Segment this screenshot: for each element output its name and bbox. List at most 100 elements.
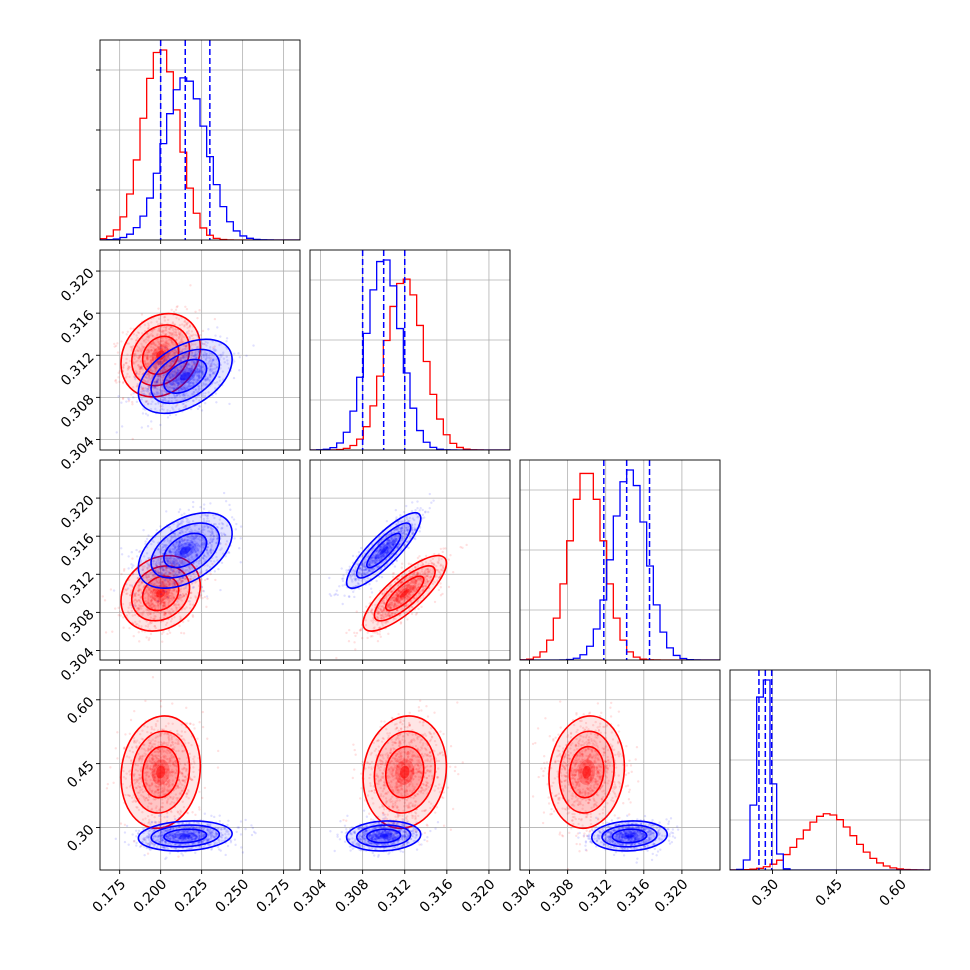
sample-point	[164, 597, 167, 600]
sample-point	[210, 364, 213, 368]
sample-point	[202, 365, 205, 369]
sample-point	[172, 386, 176, 389]
sample-point	[188, 353, 191, 356]
sample-point	[135, 607, 139, 610]
sample-point	[163, 583, 166, 586]
sample-point	[175, 372, 178, 376]
sample-point	[149, 368, 152, 372]
sample-point	[137, 593, 141, 597]
sample-point	[129, 589, 133, 592]
sample-point	[125, 614, 129, 617]
sample-point	[213, 317, 217, 321]
sample-point	[162, 360, 165, 363]
sample-point	[188, 326, 191, 329]
sample-point	[407, 562, 411, 565]
sample-point	[159, 343, 163, 347]
sample-point	[146, 414, 150, 417]
sample-point	[162, 343, 165, 346]
sample-point	[174, 372, 177, 376]
sample-point	[193, 366, 197, 369]
sample-point	[141, 344, 144, 348]
sample-point	[172, 388, 176, 392]
sample-point	[146, 356, 149, 360]
sample-point	[204, 378, 208, 382]
sample-point	[169, 325, 172, 329]
sample-point	[128, 375, 131, 379]
sample-point	[158, 352, 162, 356]
sample-point	[177, 318, 181, 321]
sample-point	[154, 386, 158, 389]
sample-point	[171, 359, 174, 362]
sample-point	[155, 565, 159, 568]
sample-point	[164, 611, 167, 615]
sample-point	[197, 372, 200, 375]
sample-point	[177, 543, 181, 547]
sample-point	[178, 598, 182, 601]
sample-point	[116, 351, 120, 354]
sample-point	[163, 368, 167, 372]
sample-point	[189, 577, 193, 581]
sample-point	[190, 368, 193, 371]
sample-point	[226, 359, 229, 362]
sample-point	[170, 308, 173, 312]
sample-point	[167, 629, 171, 632]
sample-point	[193, 575, 197, 578]
sample-point	[195, 397, 198, 400]
sample-point	[151, 603, 155, 606]
sample-point	[173, 581, 177, 585]
sample-point	[134, 350, 137, 353]
sample-point	[144, 375, 147, 379]
sample-point	[189, 375, 193, 378]
sample-point	[148, 588, 151, 591]
sample-point	[192, 399, 195, 402]
sample-point	[101, 595, 105, 598]
sample-point	[353, 631, 356, 635]
sample-point	[151, 587, 154, 590]
sample-point	[174, 308, 178, 312]
sample-point	[222, 357, 226, 360]
sample-point	[170, 373, 173, 376]
sample-point	[142, 407, 145, 410]
sample-point	[220, 561, 224, 565]
sample-point	[177, 381, 180, 385]
sample-point	[191, 379, 195, 382]
sample-point	[165, 594, 168, 598]
sample-point	[155, 601, 159, 604]
scatter-panel-1-0	[113, 284, 255, 441]
sample-point	[144, 341, 147, 344]
sample-point	[161, 403, 164, 406]
sample-point	[201, 394, 205, 398]
sample-point	[164, 623, 168, 627]
sample-point	[180, 334, 184, 337]
sample-point	[179, 387, 182, 390]
sample-point	[171, 383, 174, 387]
sample-point	[157, 377, 160, 380]
sample-point	[186, 353, 189, 357]
sample-point	[394, 508, 398, 512]
sample-point	[196, 378, 199, 382]
sample-point	[213, 367, 217, 370]
sample-point	[165, 356, 168, 359]
sample-point	[191, 351, 194, 354]
sample-point	[437, 588, 441, 592]
sample-point	[178, 562, 181, 565]
sample-point	[178, 373, 181, 376]
sample-point	[132, 361, 135, 364]
sample-point	[152, 365, 156, 368]
sample-point	[146, 592, 150, 595]
sample-point	[179, 331, 183, 334]
sample-point	[175, 570, 179, 573]
sample-point	[181, 348, 185, 351]
sample-point	[161, 600, 164, 603]
sample-point	[169, 376, 172, 379]
sample-point	[179, 615, 182, 618]
sample-point	[183, 397, 187, 400]
sample-point	[172, 351, 176, 355]
sample-point	[159, 579, 162, 582]
sample-point	[162, 630, 165, 634]
sample-point	[134, 352, 137, 356]
sample-point	[198, 365, 202, 368]
sample-point	[168, 589, 171, 592]
sample-point	[172, 603, 176, 607]
sample-point	[361, 636, 364, 640]
